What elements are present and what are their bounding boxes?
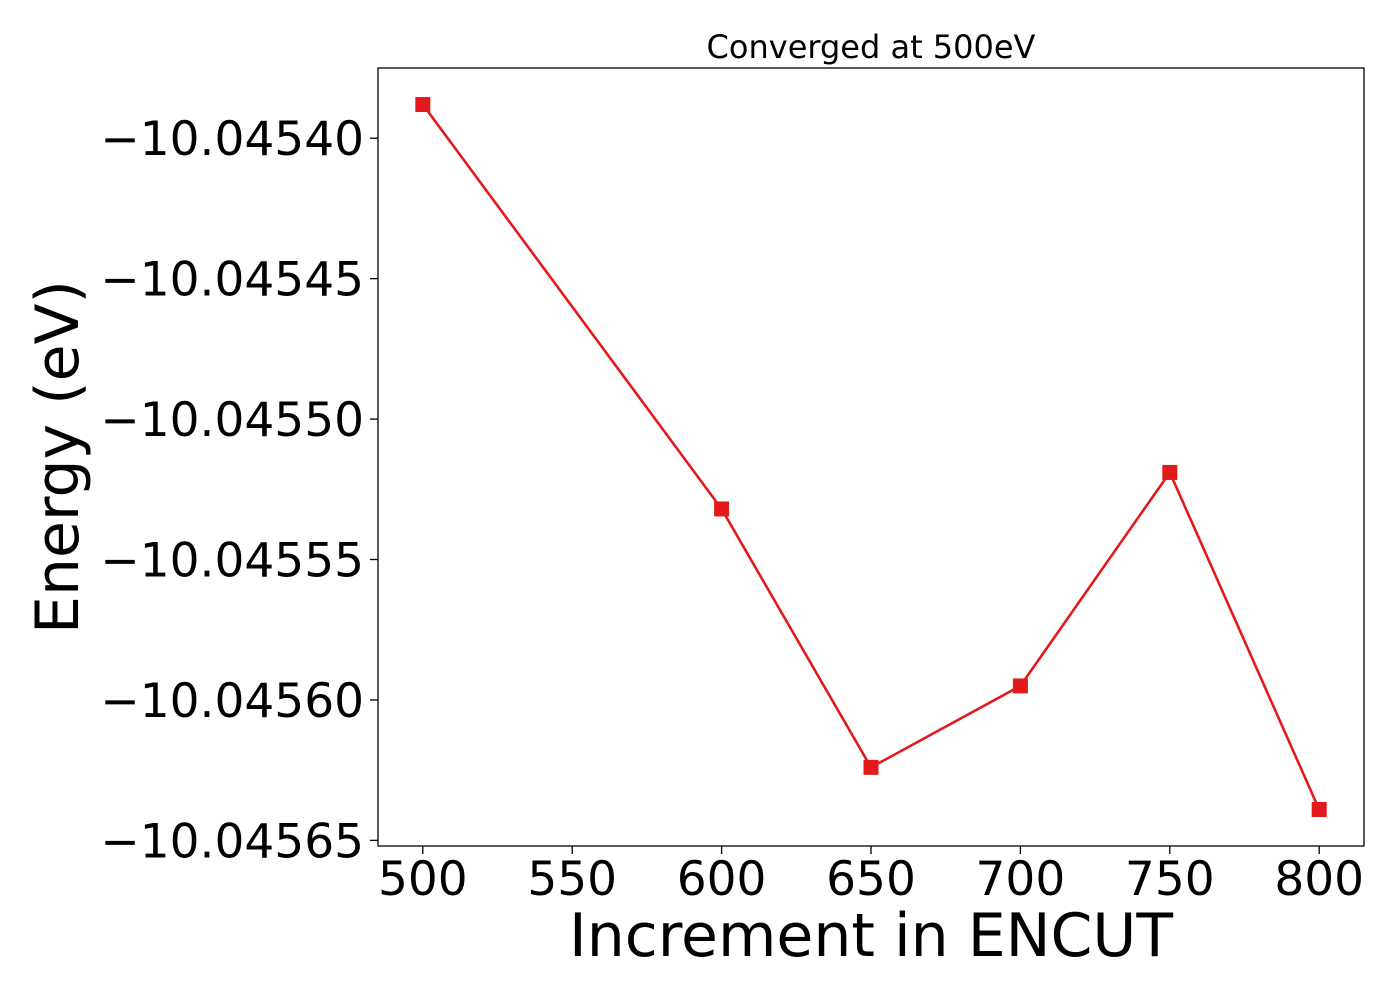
plot-frame bbox=[377, 67, 1365, 847]
x-axis-label: Increment in ENCUT bbox=[569, 901, 1173, 971]
x-tick-label: 500 bbox=[378, 852, 468, 907]
x-tick-label: 600 bbox=[677, 852, 767, 907]
x-tick-label: 550 bbox=[527, 852, 617, 907]
y-tick-label: −10.04540 bbox=[100, 112, 364, 167]
data-layer bbox=[415, 97, 1327, 817]
data-point-marker bbox=[863, 759, 879, 775]
y-axis: −10.04540 −10.04545 −10.04550 −10.04555 −10.… bbox=[100, 112, 378, 869]
x-tick-label: 700 bbox=[976, 852, 1066, 907]
y-tick-label: −10.04555 bbox=[100, 534, 364, 589]
x-tick-label: 750 bbox=[1125, 852, 1215, 907]
data-point-marker bbox=[1162, 464, 1178, 480]
series-line bbox=[421, 103, 1321, 811]
chart-title: Converged at 500eV bbox=[707, 28, 1036, 66]
y-tick-label: −10.04565 bbox=[100, 814, 364, 869]
y-tick-label: −10.04560 bbox=[100, 674, 364, 729]
x-tick-label: 800 bbox=[1274, 852, 1364, 907]
x-axis: 500 550 600 650 700 750 800 bbox=[378, 846, 1364, 907]
data-point-marker bbox=[1012, 678, 1028, 694]
y-tick-label: −10.04550 bbox=[100, 393, 364, 448]
data-point-marker bbox=[1311, 801, 1327, 817]
y-axis-label: Energy (eV) bbox=[23, 280, 93, 634]
y-tick-label: −10.04545 bbox=[100, 253, 364, 308]
data-point-marker bbox=[415, 97, 431, 113]
x-tick-label: 650 bbox=[826, 852, 916, 907]
data-point-marker bbox=[714, 501, 730, 517]
